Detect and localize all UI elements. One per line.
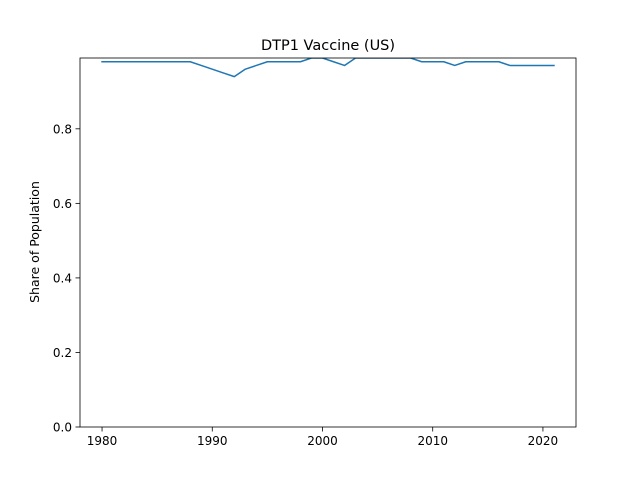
series-layer — [101, 58, 555, 78]
y-tick-label: 0.8 — [53, 122, 72, 136]
plot-frame — [79, 57, 577, 428]
axes-layer: 1980 1990 2000 2010 2020 0.0 0.2 0.4 0.6 0.8 — [53, 57, 577, 448]
series-line-0 — [101, 58, 555, 78]
x-tick-label: 2000 — [307, 434, 338, 448]
y-tick-label: 0.2 — [53, 346, 72, 360]
y-tick-label: 0.6 — [53, 197, 72, 211]
x-tick-label: 1980 — [87, 434, 118, 448]
y-tick-label: 0.0 — [53, 421, 72, 435]
y-axis-label: Share of Population — [27, 181, 42, 303]
y-tick-label: 0.4 — [53, 271, 72, 285]
chart-title: DTP1 Vaccine (US) — [261, 38, 395, 54]
x-tick-label: 2020 — [528, 434, 559, 448]
x-tick-label: 1990 — [197, 434, 228, 448]
x-tick-label: 2010 — [417, 434, 448, 448]
